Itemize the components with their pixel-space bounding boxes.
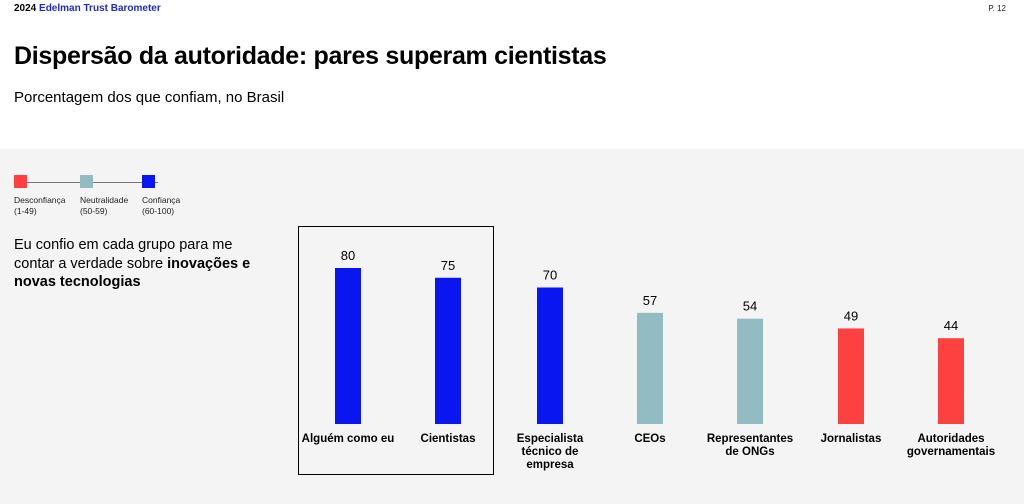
data-label-1: 75: [441, 258, 455, 273]
question-emphasis: inovações e novas tecnologias: [14, 255, 251, 291]
question-prefix: Eu confio em cada grupo para me contar a…: [14, 237, 233, 272]
category-label-1: Cientistas: [421, 433, 476, 445]
legend-swatch-distrust: [14, 175, 27, 188]
category-label-2: Especialista técnico de empresa: [517, 433, 584, 471]
report-year: 2024: [14, 3, 37, 14]
legend-range-text: (1-49): [14, 206, 37, 216]
bar-1: [435, 277, 461, 424]
question-text: Eu confio em cada grupo para me contar a…: [14, 236, 274, 292]
legend-label-text: Desconfiança: [14, 195, 66, 205]
page-title: Dispersão da autoridade: pares superam c…: [14, 42, 607, 70]
bar-3: [637, 312, 663, 424]
chart-panel: [0, 149, 1024, 504]
bar-0: [335, 268, 361, 424]
category-label-6: Autoridades governamentais: [907, 433, 995, 458]
legend-label-neutral: Neutralidade (50-59): [80, 195, 128, 217]
category-label-3: CEOs: [634, 433, 665, 445]
page-subtitle: Porcentagem dos que confiam, no Brasil: [14, 89, 285, 106]
legend-label-trust: Confiança (60-100): [142, 195, 180, 217]
data-label-3: 57: [643, 293, 657, 308]
legend: Desconfiança (1-49) Neutralidade (50-59)…: [14, 175, 204, 225]
bar-6: [938, 338, 964, 424]
data-label-6: 44: [944, 318, 958, 333]
data-label-4: 54: [743, 299, 757, 314]
bar-2: [537, 287, 563, 424]
bar-4: [737, 318, 763, 424]
legend-swatch-trust: [142, 175, 155, 188]
category-label-0: Alguém como eu: [302, 433, 395, 445]
legend-range-text: (50-59): [80, 206, 108, 216]
legend-label-text: Confiança: [142, 195, 181, 205]
legend-label-distrust: Desconfiança (1-49): [14, 195, 66, 217]
data-label-5: 49: [844, 308, 858, 323]
page-number: P. 12: [988, 4, 1006, 13]
data-label-2: 70: [543, 268, 557, 283]
report-brand: 2024 Edelman Trust Barometer: [14, 3, 161, 14]
data-label-0: 80: [341, 248, 355, 263]
category-label-4: Representantes de ONGs: [707, 433, 793, 458]
highlight-box: [298, 226, 494, 475]
brand-name: Edelman Trust Barometer: [39, 3, 161, 14]
legend-label-text: Neutralidade: [80, 195, 129, 205]
bar-5: [838, 328, 864, 424]
legend-swatch-neutral: [80, 175, 93, 188]
category-label-5: Jornalistas: [821, 433, 882, 445]
legend-range-text: (60-100): [142, 206, 175, 216]
